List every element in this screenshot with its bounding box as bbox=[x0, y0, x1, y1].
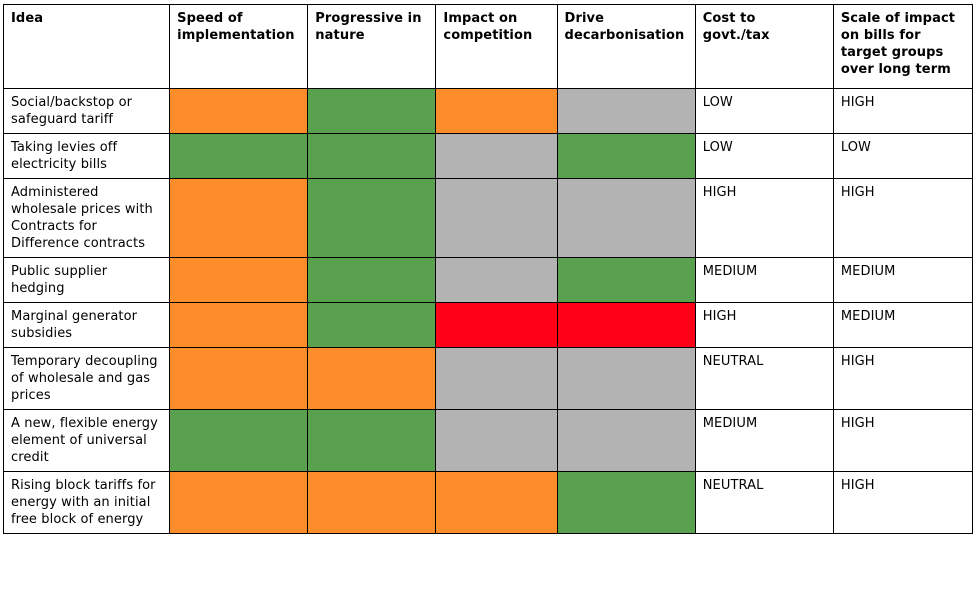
scale-cell: HIGH bbox=[832, 347, 974, 410]
decarbonisation-rating bbox=[556, 133, 696, 179]
decarbonisation-rating bbox=[556, 347, 696, 410]
idea-cell: Marginal generator subsidies bbox=[2, 302, 171, 348]
table-row: Marginal generator subsidies HIGH MEDIUM bbox=[2, 302, 974, 348]
decarbonisation-rating bbox=[556, 409, 696, 472]
table-row: A new, flexible energy element of univer… bbox=[2, 409, 974, 472]
scale-cell: HIGH bbox=[832, 471, 974, 534]
speed-rating bbox=[169, 302, 309, 348]
scale-cell: MEDIUM bbox=[832, 257, 974, 303]
decarbonisation-rating bbox=[556, 178, 696, 258]
competition-rating bbox=[435, 178, 558, 258]
cost-cell: MEDIUM bbox=[694, 409, 834, 472]
table-row: Taking levies off electricity bills LOW … bbox=[2, 133, 974, 179]
competition-rating bbox=[435, 471, 558, 534]
header-competition: Impact on competition bbox=[435, 4, 558, 89]
competition-rating bbox=[435, 347, 558, 410]
decarbonisation-rating bbox=[556, 257, 696, 303]
header-cost: Cost to govt./tax bbox=[694, 4, 834, 89]
competition-rating bbox=[435, 257, 558, 303]
cost-cell: HIGH bbox=[694, 178, 834, 258]
header-speed: Speed of implementation bbox=[169, 4, 309, 89]
cost-cell: LOW bbox=[694, 133, 834, 179]
idea-cell: Temporary decoupling of wholesale and ga… bbox=[2, 347, 171, 410]
speed-rating bbox=[169, 133, 309, 179]
idea-cell: Rising block tariffs for energy with an … bbox=[2, 471, 171, 534]
competition-rating bbox=[435, 302, 558, 348]
idea-cell: Social/backstop or safeguard tariff bbox=[2, 88, 171, 134]
speed-rating bbox=[169, 88, 309, 134]
progressive-rating bbox=[307, 88, 437, 134]
header-decarbonisation: Drive decarbonisation bbox=[556, 4, 696, 89]
speed-rating bbox=[169, 178, 309, 258]
competition-rating bbox=[435, 88, 558, 134]
decarbonisation-rating bbox=[556, 471, 696, 534]
header-row: Idea Speed of implementation Progressive… bbox=[2, 4, 974, 89]
idea-cell: Administered wholesale prices with Contr… bbox=[2, 178, 171, 258]
speed-rating bbox=[169, 471, 309, 534]
competition-rating bbox=[435, 133, 558, 179]
scale-cell: MEDIUM bbox=[832, 302, 974, 348]
progressive-rating bbox=[307, 347, 437, 410]
cost-cell: HIGH bbox=[694, 302, 834, 348]
scale-cell: LOW bbox=[832, 133, 974, 179]
cost-cell: LOW bbox=[694, 88, 834, 134]
header-idea: Idea bbox=[2, 4, 171, 89]
scale-cell: HIGH bbox=[832, 409, 974, 472]
progressive-rating bbox=[307, 178, 437, 258]
idea-cell: Taking levies off electricity bills bbox=[2, 133, 171, 179]
speed-rating bbox=[169, 347, 309, 410]
speed-rating bbox=[169, 257, 309, 303]
table-row: Temporary decoupling of wholesale and ga… bbox=[2, 347, 974, 410]
header-progressive: Progressive in nature bbox=[307, 4, 437, 89]
progressive-rating bbox=[307, 471, 437, 534]
cost-cell: MEDIUM bbox=[694, 257, 834, 303]
cost-cell: NEUTRAL bbox=[694, 347, 834, 410]
progressive-rating bbox=[307, 302, 437, 348]
policy-ideas-table: Idea Speed of implementation Progressive… bbox=[2, 4, 974, 534]
header-scale: Scale of impact on bills for target grou… bbox=[832, 4, 974, 89]
decarbonisation-rating bbox=[556, 302, 696, 348]
idea-cell: Public supplier hedging bbox=[2, 257, 171, 303]
table-row: Public supplier hedging MEDIUM MEDIUM bbox=[2, 257, 974, 303]
table-row: Administered wholesale prices with Contr… bbox=[2, 178, 974, 258]
progressive-rating bbox=[307, 133, 437, 179]
progressive-rating bbox=[307, 257, 437, 303]
decarbonisation-rating bbox=[556, 88, 696, 134]
cost-cell: NEUTRAL bbox=[694, 471, 834, 534]
progressive-rating bbox=[307, 409, 437, 472]
scale-cell: HIGH bbox=[832, 178, 974, 258]
idea-cell: A new, flexible energy element of univer… bbox=[2, 409, 171, 472]
table-row: Rising block tariffs for energy with an … bbox=[2, 471, 974, 534]
competition-rating bbox=[435, 409, 558, 472]
table-row: Social/backstop or safeguard tariff LOW … bbox=[2, 88, 974, 134]
scale-cell: HIGH bbox=[832, 88, 974, 134]
speed-rating bbox=[169, 409, 309, 472]
